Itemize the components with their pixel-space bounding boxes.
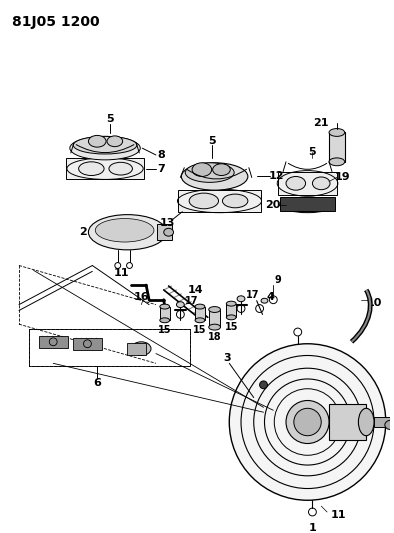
Ellipse shape — [226, 315, 236, 320]
Ellipse shape — [189, 193, 219, 209]
Bar — [278, 172, 337, 195]
Text: 6: 6 — [93, 378, 101, 388]
Text: 16: 16 — [134, 292, 149, 302]
Bar — [374, 417, 392, 427]
Text: 15: 15 — [225, 322, 238, 332]
Text: 5: 5 — [208, 136, 216, 146]
Text: 13: 13 — [160, 219, 175, 229]
Ellipse shape — [329, 158, 345, 166]
Ellipse shape — [312, 177, 330, 190]
Circle shape — [229, 344, 386, 500]
Ellipse shape — [286, 176, 306, 190]
Text: 12: 12 — [268, 172, 284, 181]
Text: 2: 2 — [79, 227, 86, 237]
Text: 1: 1 — [309, 523, 316, 532]
Bar — [195, 306, 205, 320]
Ellipse shape — [132, 342, 151, 356]
Bar — [209, 310, 221, 327]
Bar — [329, 405, 366, 440]
Bar — [226, 304, 236, 317]
Text: 9: 9 — [275, 275, 282, 285]
Bar — [157, 224, 171, 240]
Bar — [160, 306, 169, 320]
Ellipse shape — [185, 163, 234, 182]
Bar — [280, 197, 335, 211]
Circle shape — [286, 400, 329, 443]
Text: 81J05 1200: 81J05 1200 — [12, 15, 100, 29]
Bar — [29, 329, 190, 366]
Bar — [66, 158, 144, 180]
Ellipse shape — [177, 302, 184, 308]
Ellipse shape — [209, 324, 221, 330]
Ellipse shape — [181, 163, 248, 190]
Ellipse shape — [261, 298, 268, 303]
Text: 8: 8 — [157, 150, 165, 160]
Bar — [39, 336, 68, 348]
Text: 21: 21 — [314, 118, 329, 128]
Ellipse shape — [109, 163, 132, 175]
Ellipse shape — [88, 135, 106, 147]
Text: 18: 18 — [208, 332, 221, 342]
Text: 17: 17 — [185, 296, 199, 306]
Text: 20: 20 — [265, 200, 280, 210]
Text: 3: 3 — [223, 353, 231, 364]
Text: 5: 5 — [309, 147, 316, 157]
Bar — [29, 329, 190, 366]
Ellipse shape — [79, 162, 104, 175]
Text: 15: 15 — [158, 325, 171, 335]
Ellipse shape — [164, 228, 173, 236]
Ellipse shape — [226, 301, 236, 306]
Ellipse shape — [88, 215, 167, 250]
Ellipse shape — [213, 164, 230, 175]
Ellipse shape — [237, 296, 245, 302]
Text: 11: 11 — [331, 510, 347, 520]
Ellipse shape — [209, 306, 221, 312]
Text: 10: 10 — [366, 297, 382, 308]
Text: 19: 19 — [335, 173, 351, 182]
Text: 11: 11 — [114, 268, 130, 278]
Ellipse shape — [95, 219, 154, 242]
Text: 7: 7 — [157, 164, 165, 174]
Ellipse shape — [192, 163, 212, 176]
Ellipse shape — [195, 318, 205, 322]
Bar — [73, 338, 102, 350]
Ellipse shape — [160, 318, 169, 322]
Ellipse shape — [329, 128, 345, 136]
Ellipse shape — [195, 304, 205, 309]
Text: 15: 15 — [193, 325, 207, 335]
Text: 5: 5 — [106, 114, 114, 124]
Text: 4: 4 — [266, 292, 274, 302]
Bar — [126, 343, 146, 354]
Bar — [178, 190, 260, 212]
Ellipse shape — [223, 194, 248, 208]
Ellipse shape — [160, 304, 169, 309]
Text: 17: 17 — [246, 290, 260, 300]
Circle shape — [294, 408, 321, 435]
Circle shape — [260, 381, 268, 389]
Bar — [329, 133, 345, 162]
Ellipse shape — [73, 136, 137, 154]
Ellipse shape — [70, 136, 140, 160]
Ellipse shape — [359, 408, 374, 435]
Ellipse shape — [280, 197, 335, 213]
Ellipse shape — [385, 420, 394, 430]
Text: 14: 14 — [187, 285, 203, 295]
Ellipse shape — [107, 136, 123, 147]
